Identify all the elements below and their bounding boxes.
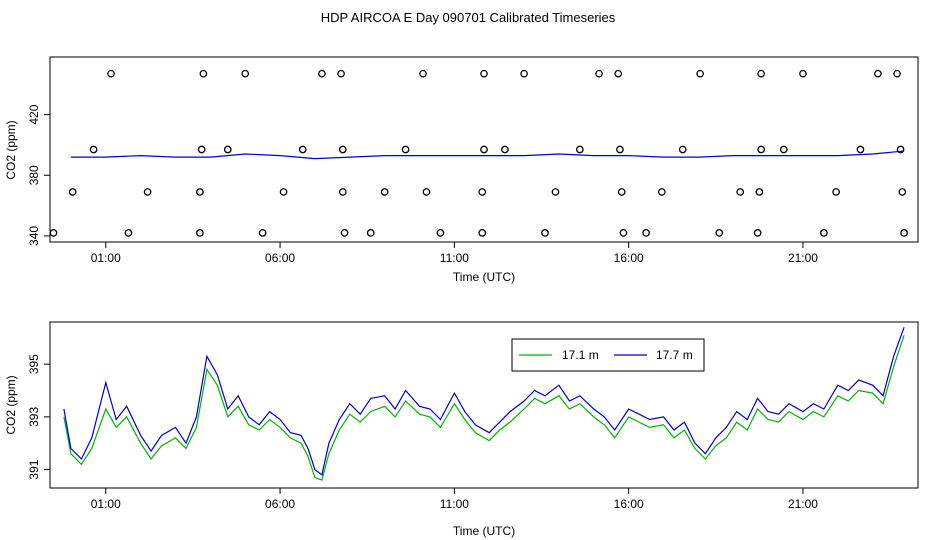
scatter-point [820, 229, 828, 237]
p2-x-tick-label: 21:00 [788, 497, 818, 511]
scatter-point [614, 69, 623, 78]
scatter-panel: 01:00 06:00 11:00 16:00 21:00 340 380 420 Time… [4, 56, 919, 284]
p1-x-tick-label: 11:00 [440, 251, 469, 265]
scatter-point [366, 229, 375, 237]
scatter-point [642, 229, 650, 237]
scatter-point [338, 145, 347, 154]
scatter-point [896, 145, 905, 154]
scatter-plot-frame [49, 56, 919, 243]
scatter-point [501, 145, 509, 154]
scatter-point [338, 188, 347, 196]
scatter-point [258, 229, 267, 237]
p2-x-tick-label: 11:00 [440, 497, 469, 511]
p2-y-tick-label: 391 [27, 459, 41, 479]
scatter-point [678, 145, 687, 154]
scatter-y-axis-label: CO2 (ppm) [4, 120, 18, 179]
scatter-point [898, 188, 907, 196]
legend-label-17-7m: 17.7 m [656, 348, 693, 362]
scatter-point [107, 69, 115, 78]
scatter-point [223, 145, 232, 154]
p2-y-tick-label: 395 [27, 354, 41, 374]
scatter-point [856, 145, 865, 154]
scatter-point [279, 188, 288, 196]
p2-x-tick-label: 06:00 [265, 497, 295, 511]
scatter-point [89, 145, 98, 154]
scatter-point [422, 188, 431, 196]
page-title: HDP AIRCOA E Day 090701 Calibrated Times… [320, 10, 616, 25]
line-x-axis: 01:00 06:00 11:00 16:00 21:00 [91, 488, 818, 511]
line-plot-frame [49, 321, 919, 489]
p2-x-tick-label: 01:00 [91, 497, 121, 511]
scatter-point [893, 69, 901, 78]
scatter-point [616, 145, 624, 154]
scatter-x-axis-label: Time (UTC) [453, 270, 515, 284]
scatter-point [124, 229, 133, 237]
line-y-axis-label: CO2 (ppm) [4, 375, 18, 434]
scatter-point [657, 188, 666, 196]
scatter-point [757, 69, 765, 78]
scatter-point [551, 188, 560, 196]
line-y-axis: 391 393 395 [27, 354, 50, 480]
scatter-point [49, 229, 58, 237]
p1-x-tick-label: 06:00 [265, 251, 295, 265]
scatter-point [478, 188, 487, 196]
scatter-point [197, 145, 206, 154]
scatter-point [340, 229, 349, 237]
scatter-point [617, 188, 626, 196]
scatter-point [753, 229, 762, 237]
scatter-point [576, 145, 584, 154]
scatter-point [478, 229, 487, 237]
chart-legend: 17.1 m 17.7 m [511, 338, 705, 372]
scatter-point [799, 69, 807, 78]
scatter-panel-line [70, 150, 905, 160]
scatter-point [595, 69, 603, 78]
scatter-point [401, 145, 410, 154]
p1-x-tick-label: 21:00 [788, 251, 818, 265]
p1-y-tick-label: 340 [27, 226, 41, 246]
scatter-point [480, 69, 488, 78]
scatter-point [520, 69, 528, 78]
p1-x-tick-label: 16:00 [614, 251, 644, 265]
scatter-point [757, 145, 765, 154]
series-line-17-7m [63, 327, 905, 476]
scatter-point [68, 188, 77, 196]
scatter-point [736, 188, 745, 196]
scatter-point [696, 69, 704, 78]
line-x-axis-label: Time (UTC) [453, 524, 515, 538]
scatter-point [541, 229, 549, 237]
p2-y-tick-label: 393 [27, 407, 41, 427]
scatter-point [715, 229, 724, 237]
scatter-point [196, 188, 204, 196]
scatter-point [436, 229, 445, 237]
scatter-point [196, 229, 204, 237]
scatter-point [337, 69, 345, 78]
scatter-x-axis: 01:00 06:00 11:00 16:00 21:00 [91, 242, 818, 265]
p1-x-tick-label: 01:00 [91, 251, 121, 265]
scatter-point [900, 229, 908, 237]
p1-y-tick-label: 420 [27, 104, 41, 124]
scatter-y-axis: 340 380 420 [27, 104, 50, 246]
legend-label-17-1m: 17.1 m [562, 348, 599, 362]
scatter-point [419, 69, 427, 78]
scatter-point [318, 69, 326, 78]
scatter-point [241, 69, 250, 78]
scatter-point [143, 188, 152, 196]
scatter-point [199, 69, 208, 78]
scatter-point [619, 229, 628, 237]
series-line-17-1m [63, 335, 905, 481]
scatter-points [49, 69, 908, 237]
scatter-point [832, 188, 840, 196]
p1-y-tick-label: 380 [27, 165, 41, 185]
line-panel: 01:00 06:00 11:00 16:00 21:00 391 393 395 Time… [4, 321, 919, 538]
scatter-point [298, 145, 307, 154]
scatter-point [480, 145, 488, 154]
scatter-point [755, 188, 764, 196]
p2-x-tick-label: 16:00 [614, 497, 644, 511]
scatter-point [380, 188, 389, 196]
scatter-point [779, 145, 788, 154]
scatter-point [874, 69, 882, 78]
